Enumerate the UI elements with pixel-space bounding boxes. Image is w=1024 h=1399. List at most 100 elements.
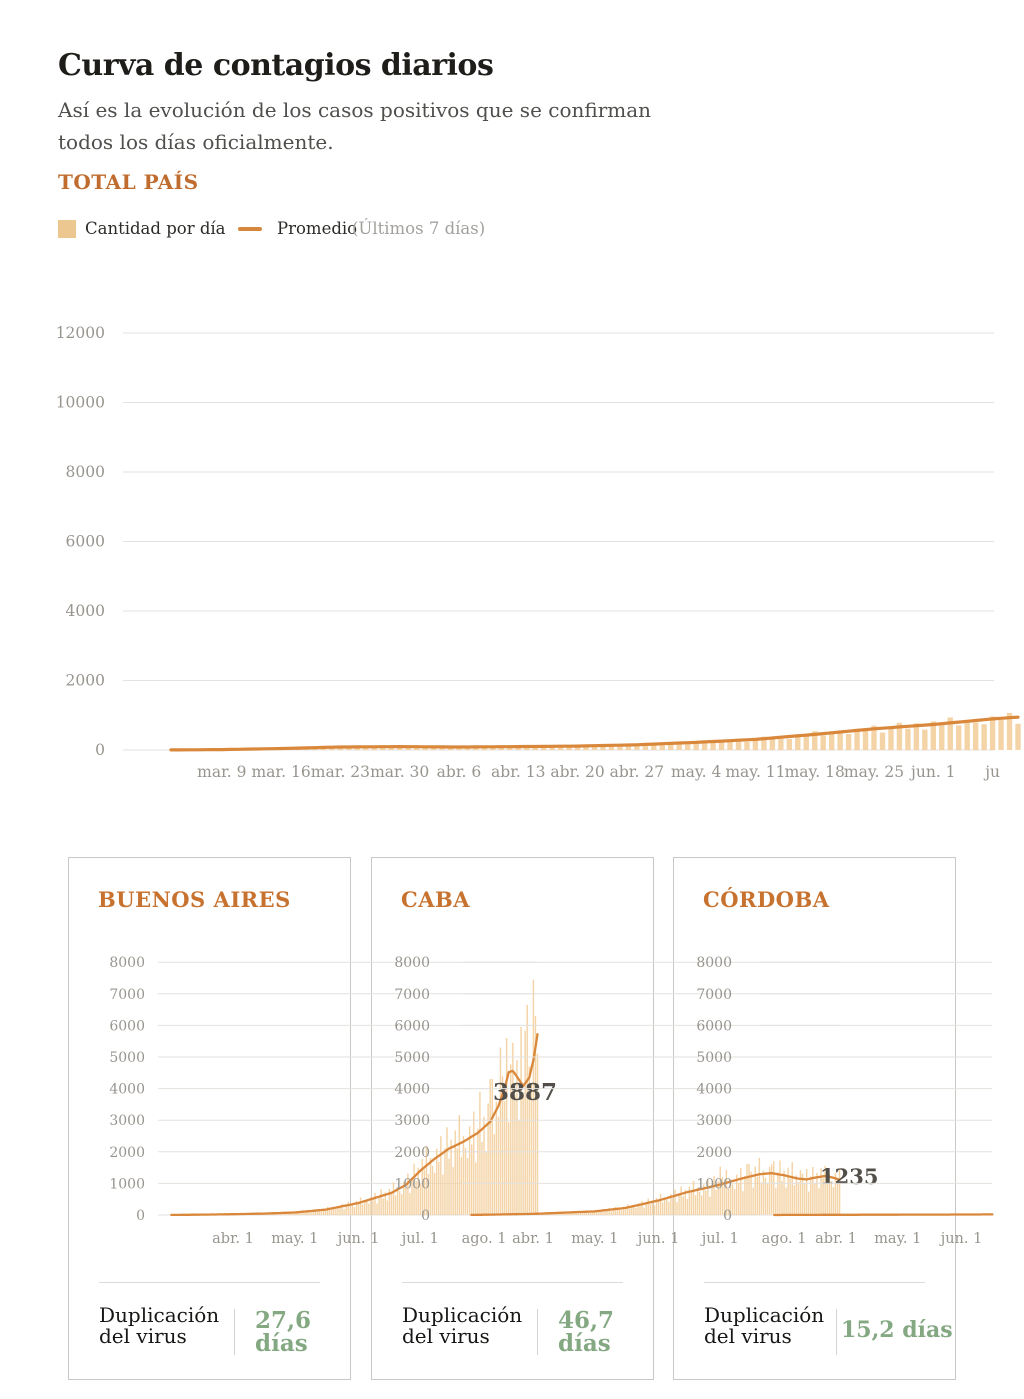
daily-bar <box>670 1194 672 1215</box>
daily-bar <box>490 746 496 750</box>
daily-bar <box>659 742 665 750</box>
daily-bar <box>761 736 767 750</box>
x-tick-label: mar. 23 <box>311 763 370 781</box>
daily-bar <box>786 738 793 750</box>
duplication-separator <box>234 1309 235 1355</box>
y-tick-label: 6000 <box>66 533 105 551</box>
daily-bar <box>693 741 699 750</box>
duplication-value: 15,2 días <box>841 1317 953 1343</box>
y-tick-label: 10000 <box>56 394 105 412</box>
panel-caba: CABA Duplicación del virus 46,7 días <box>371 857 654 1380</box>
daily-bar <box>930 721 936 750</box>
daily-bar <box>1006 712 1013 750</box>
page-subtitle: Así es la evolución de los casos positiv… <box>58 98 652 154</box>
daily-bar <box>845 734 852 750</box>
daily-bar <box>803 735 809 750</box>
duplication-value: 46,7 días <box>558 1307 615 1357</box>
daily-bar <box>710 742 716 750</box>
daily-bar <box>854 728 860 750</box>
daily-bar <box>557 746 564 750</box>
x-tick-label: may. 11 <box>725 763 785 781</box>
daily-bar <box>651 745 657 750</box>
panel-title: CÓRDOBA <box>703 887 830 912</box>
daily-bar <box>642 743 649 750</box>
daily-bar <box>983 1214 985 1215</box>
average-line <box>169 715 1020 752</box>
daily-bar <box>718 740 725 750</box>
daily-bar <box>896 722 903 750</box>
x-tick-label: may. 25 <box>844 763 904 781</box>
daily-bar <box>735 738 742 750</box>
daily-bar <box>969 1214 971 1215</box>
daily-bar <box>625 744 632 750</box>
section-label-total-pais: TOTAL PAÍS <box>58 170 199 194</box>
daily-bar <box>778 735 784 750</box>
daily-bar <box>261 748 267 750</box>
daily-bar <box>456 747 462 750</box>
daily-bar <box>253 748 259 750</box>
x-tick-label: abr. 20 <box>550 763 604 781</box>
daily-bar <box>227 749 233 750</box>
daily-bar <box>286 748 293 750</box>
daily-bar <box>684 743 691 750</box>
daily-bar <box>634 745 640 750</box>
daily-bar <box>981 724 987 750</box>
panel-title: CABA <box>401 887 471 912</box>
x-tick-label: abr. 6 <box>437 763 482 781</box>
daily-bar <box>727 741 733 750</box>
daily-bar <box>355 1200 358 1215</box>
daily-bar <box>979 1214 981 1215</box>
daily-bar <box>1015 723 1021 750</box>
daily-bar <box>956 725 962 750</box>
daily-bar <box>879 732 886 750</box>
daily-bar <box>351 1202 354 1215</box>
daily-bar <box>357 1203 360 1215</box>
daily-bar <box>498 747 505 750</box>
daily-bar <box>657 1201 660 1215</box>
daily-bar <box>752 739 759 750</box>
daily-bar <box>668 743 674 750</box>
daily-bar <box>549 746 555 750</box>
daily-bar <box>987 1214 989 1215</box>
y-tick-label: 8000 <box>66 463 105 481</box>
x-tick-label: mar. 30 <box>370 763 429 781</box>
y-tick-label: 12000 <box>56 324 105 342</box>
daily-bar <box>388 746 394 750</box>
duplication-label: Duplicación del virus <box>704 1303 825 1348</box>
daily-bar <box>971 1214 973 1215</box>
daily-bar <box>975 1214 977 1215</box>
page-title: Curva de contagios diarios <box>58 48 494 84</box>
daily-bar <box>655 1197 658 1215</box>
daily-bar <box>795 734 801 750</box>
legend-line-swatch-icon <box>238 227 262 231</box>
daily-bar <box>371 746 377 750</box>
daily-bar <box>574 746 581 750</box>
daily-bar <box>236 749 242 750</box>
daily-bar <box>820 735 826 750</box>
daily-bar <box>380 747 386 750</box>
daily-bar <box>947 717 953 750</box>
x-tick-label: abr. 27 <box>610 763 664 781</box>
daily-bar <box>583 745 589 750</box>
daily-bar <box>812 731 818 750</box>
daily-bar <box>922 729 928 750</box>
daily-bar <box>985 1214 987 1215</box>
daily-bar <box>977 1214 979 1215</box>
duplication-separator <box>537 1309 538 1355</box>
legend-line-label: Promedio <box>277 219 358 238</box>
daily-bar <box>591 745 598 750</box>
daily-bar <box>363 1199 366 1215</box>
daily-bar <box>430 747 437 750</box>
daily-bar <box>320 747 327 750</box>
divider <box>99 1282 320 1283</box>
daily-bar <box>447 746 454 750</box>
daily-bar <box>663 1197 666 1215</box>
daily-bar <box>368 1203 370 1215</box>
daily-bar <box>617 745 623 750</box>
divider <box>402 1282 623 1283</box>
daily-bar <box>337 747 344 750</box>
daily-bar <box>359 1197 362 1215</box>
daily-bar <box>354 746 361 750</box>
daily-bar <box>312 747 318 750</box>
daily-bar <box>972 722 979 750</box>
